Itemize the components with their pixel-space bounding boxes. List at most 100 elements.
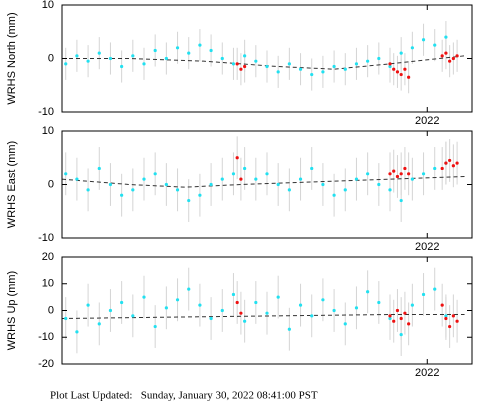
data-point xyxy=(399,198,403,203)
data-point xyxy=(164,182,168,187)
data-point xyxy=(444,35,448,39)
data-point xyxy=(451,314,455,318)
data-point xyxy=(448,59,452,63)
data-point xyxy=(75,330,79,334)
data-point xyxy=(444,51,448,55)
data-point xyxy=(287,62,291,66)
data-point xyxy=(310,72,314,77)
data-point xyxy=(407,322,411,326)
data-point xyxy=(75,54,79,58)
data-point xyxy=(298,67,303,71)
x-tick-label: 2022 xyxy=(415,367,439,379)
data-point xyxy=(455,319,459,323)
data-point xyxy=(108,308,113,313)
y-axis-label: WRHS Up (mm) xyxy=(6,271,18,350)
data-point xyxy=(332,193,336,197)
data-point xyxy=(276,70,280,74)
y-tick-label: 10 xyxy=(42,125,54,137)
data-point xyxy=(392,169,396,173)
data-point xyxy=(75,177,79,181)
data-point xyxy=(209,48,213,53)
data-point xyxy=(399,316,403,321)
data-point xyxy=(399,51,403,55)
x-tick-label: 2022 xyxy=(415,115,439,127)
data-point xyxy=(399,332,403,337)
data-point xyxy=(455,161,459,165)
data-point xyxy=(332,64,336,69)
data-point xyxy=(108,182,113,187)
data-point xyxy=(421,172,426,176)
data-point xyxy=(433,287,437,291)
y-tick-label: 10 xyxy=(42,278,54,290)
data-point xyxy=(403,166,407,171)
data-point xyxy=(64,62,68,66)
data-point xyxy=(187,287,191,291)
data-point xyxy=(164,306,168,310)
data-point xyxy=(421,38,426,42)
data-point xyxy=(276,182,280,187)
data-point xyxy=(231,172,236,176)
plot-area xyxy=(62,267,465,356)
data-point xyxy=(403,311,407,315)
data-point xyxy=(220,308,224,313)
data-point xyxy=(392,319,396,323)
data-point xyxy=(440,303,444,307)
data-point xyxy=(343,67,347,71)
data-point xyxy=(153,172,157,176)
data-point xyxy=(276,295,280,299)
data-point xyxy=(235,156,239,160)
data-point xyxy=(64,316,68,321)
data-point xyxy=(265,64,269,69)
data-point xyxy=(377,300,381,305)
trend-line xyxy=(62,175,465,188)
data-point xyxy=(131,188,135,192)
data-point xyxy=(198,303,202,307)
data-point xyxy=(187,51,191,55)
data-point xyxy=(175,298,180,302)
data-point xyxy=(455,54,459,58)
y-axis-label: WRHS East (mm) xyxy=(6,141,18,228)
data-point xyxy=(97,322,101,326)
data-point xyxy=(231,292,236,297)
data-point xyxy=(321,182,325,187)
data-point xyxy=(354,62,359,66)
y-axis-label: WRHS North (mm) xyxy=(6,12,18,104)
data-point xyxy=(265,311,269,315)
data-point xyxy=(448,324,452,329)
data-point xyxy=(354,306,359,310)
data-point xyxy=(175,188,180,192)
data-point xyxy=(440,54,444,58)
y-tick-label: 0 xyxy=(48,178,54,190)
data-point xyxy=(120,64,124,69)
data-point xyxy=(388,188,392,192)
data-point xyxy=(388,314,392,318)
data-point xyxy=(310,314,314,318)
data-point xyxy=(310,166,314,171)
y-tick-label: -10 xyxy=(38,106,54,118)
data-point xyxy=(395,308,400,313)
data-point xyxy=(86,59,90,63)
data-point xyxy=(97,166,101,171)
data-point xyxy=(198,193,202,197)
y-tick-label: 10 xyxy=(42,0,54,11)
data-point xyxy=(448,158,452,163)
y-tick-label: 0 xyxy=(48,52,54,64)
data-point xyxy=(388,172,392,176)
data-point xyxy=(410,177,414,181)
data-point xyxy=(433,43,437,47)
data-point xyxy=(187,198,191,203)
data-point xyxy=(410,303,414,307)
data-point xyxy=(451,56,455,61)
data-point xyxy=(287,188,291,192)
data-point xyxy=(153,324,157,329)
data-point xyxy=(220,56,224,61)
data-point xyxy=(407,75,411,79)
data-point xyxy=(410,46,414,50)
data-point xyxy=(392,67,396,71)
y-tick-label: 0 xyxy=(48,304,54,316)
plot-area xyxy=(62,21,465,94)
data-point xyxy=(86,188,90,192)
data-point xyxy=(220,177,224,181)
data-point xyxy=(164,56,168,61)
data-point xyxy=(235,300,239,305)
